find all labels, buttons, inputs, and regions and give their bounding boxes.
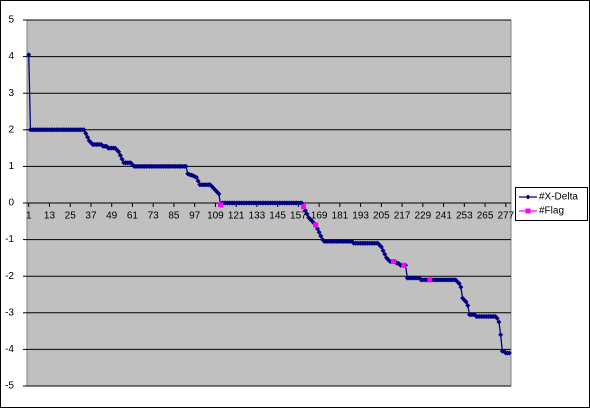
flag-marker	[401, 262, 407, 268]
x-tick-label: 229	[414, 211, 431, 222]
legend-marker	[525, 194, 531, 200]
legend-marker	[525, 208, 531, 214]
x-tick-label: 97	[189, 211, 201, 222]
x-tick-label: 157	[290, 211, 307, 222]
y-tick-label: -3	[5, 307, 14, 318]
data-marker	[316, 229, 322, 235]
x-tick-label: 217	[394, 211, 411, 222]
x-tick-label: 25	[65, 211, 77, 222]
y-tick-label: 5	[8, 15, 14, 26]
data-marker	[117, 152, 123, 158]
x-tick-label: 265	[477, 211, 494, 222]
x-tick-label: 181	[332, 211, 349, 222]
x-tick-label: 73	[148, 211, 160, 222]
data-marker	[456, 281, 462, 287]
x-tick-label: 241	[435, 211, 452, 222]
x-tick-label: 85	[168, 211, 180, 222]
data-marker	[195, 178, 201, 184]
x-tick-label: 169	[311, 211, 328, 222]
data-marker	[216, 191, 222, 197]
x-tick-label: 193	[352, 211, 369, 222]
y-tick-label: -1	[5, 234, 14, 245]
x-tick-label: 109	[207, 211, 224, 222]
y-tick-label: 4	[8, 51, 14, 62]
data-marker	[463, 299, 469, 305]
flag-marker	[390, 259, 396, 265]
data-marker	[506, 350, 512, 356]
data-marker	[304, 211, 310, 217]
flag-marker	[427, 277, 433, 283]
data-marker	[81, 127, 87, 133]
x-tick-label: 13	[44, 211, 56, 222]
data-marker	[380, 248, 386, 254]
x-tick-label: 277	[497, 211, 514, 222]
data-marker	[498, 332, 504, 338]
data-marker	[496, 319, 502, 325]
x-tick-label: 61	[127, 211, 139, 222]
flag-marker	[313, 222, 319, 228]
x-tick-label: 133	[249, 211, 266, 222]
y-tick-label: -4	[5, 344, 14, 355]
data-marker	[193, 174, 199, 180]
flag-marker	[218, 202, 224, 208]
y-tick-label: 2	[8, 124, 14, 135]
data-marker	[465, 302, 471, 308]
data-marker	[116, 149, 122, 155]
x-tick-label: 253	[456, 211, 473, 222]
data-marker	[382, 251, 388, 257]
x-tick-label: 205	[373, 211, 390, 222]
data-marker	[378, 244, 384, 250]
y-tick-label: 1	[8, 161, 14, 172]
data-marker	[318, 233, 324, 239]
x-tick-label: 121	[228, 211, 245, 222]
legend-label: #Flag	[539, 206, 564, 217]
y-tick-label: 3	[8, 88, 14, 99]
x-tick-label: 1	[26, 211, 32, 222]
x-tick-label: 49	[106, 211, 118, 222]
legend-label: #X-Delta	[539, 192, 578, 203]
y-tick-label: -2	[5, 271, 14, 282]
data-marker	[85, 134, 90, 140]
x-tick-label: 37	[85, 211, 97, 222]
data-marker	[26, 52, 32, 58]
data-marker	[183, 163, 189, 169]
data-marker	[119, 156, 125, 162]
y-tick-label: -5	[5, 381, 14, 392]
flag-marker	[301, 204, 307, 210]
legend	[515, 187, 588, 221]
y-tick-label: 0	[8, 198, 14, 209]
data-marker	[83, 130, 89, 136]
x-tick-label: 145	[269, 211, 286, 222]
data-marker	[458, 284, 464, 290]
data-marker	[494, 315, 500, 321]
